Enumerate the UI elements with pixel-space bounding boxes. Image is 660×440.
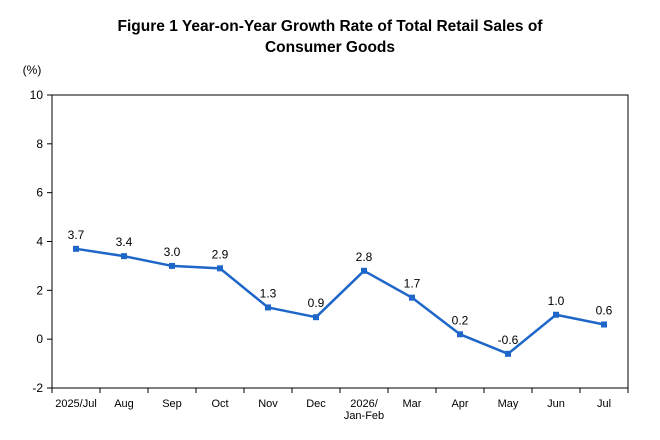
data-label: 3.7 [68, 228, 85, 242]
series-layer: 3.7 3.4 3.0 2.9 1.3 0.9 2.8 1.7 0.2 -0.6 1.0 0.6 [68, 228, 613, 357]
chart-title-line-2: Consumer Goods [265, 39, 395, 56]
x-tick-label: Sep [162, 398, 182, 410]
data-point-marker [169, 262, 175, 269]
data-point-marker [265, 304, 271, 311]
x-tick-label: 2025/Jul [55, 398, 97, 410]
data-label: 1.3 [260, 286, 277, 300]
data-label: 1.0 [548, 294, 565, 308]
x-tick-label: Jan-Feb [344, 410, 384, 422]
x-tick-label: Jun [547, 398, 565, 410]
data-point-marker [361, 267, 367, 274]
data-label: -0.6 [498, 333, 519, 347]
x-tick-label: Oct [211, 398, 228, 410]
data-point-marker [73, 245, 79, 252]
y-tick-label: 6 [36, 186, 43, 200]
x-tick-label: Mar [403, 398, 422, 410]
y-axis-unit-label: (%) [23, 63, 42, 77]
data-label: 0.9 [308, 296, 325, 310]
data-point-marker [457, 331, 463, 338]
y-tick-label: -2 [32, 381, 43, 395]
data-label: 2.8 [356, 250, 373, 264]
data-label: 3.0 [164, 245, 181, 259]
data-label: 1.7 [404, 277, 421, 291]
data-point-marker [217, 265, 223, 272]
data-point-marker [409, 294, 415, 301]
y-axis: -2 0 2 4 6 8 10 [30, 88, 52, 395]
x-tick-label: Apr [451, 398, 468, 410]
data-point-marker [121, 253, 127, 260]
x-tick-label: May [498, 398, 519, 410]
y-tick-label: 10 [30, 88, 44, 102]
y-tick-label: 0 [36, 332, 43, 346]
data-point-marker [505, 350, 511, 357]
x-tick-label: Dec [306, 398, 326, 410]
series-line [75, 247, 605, 356]
data-point-marker [553, 311, 559, 318]
x-tick-label: 2026/ [350, 398, 378, 410]
chart-title-line-1: Figure 1 Year-on-Year Growth Rate of Tot… [118, 18, 544, 35]
y-tick-label: 2 [36, 283, 43, 297]
plot-area-border [51, 94, 629, 389]
data-label: 3.4 [116, 235, 133, 249]
y-tick-label: 4 [36, 235, 43, 249]
x-tick-label: Jul [597, 398, 611, 410]
data-label: 0.2 [452, 313, 469, 327]
data-label: 2.9 [212, 247, 229, 261]
x-tick-label: Nov [258, 398, 278, 410]
y-tick-label: 8 [36, 137, 43, 151]
x-axis: 2025/Jul Aug Sep Oct Nov Dec 2026/Jan-Feb Mar Ap… [51, 388, 629, 422]
data-point-marker [601, 321, 607, 328]
chart-title: Figure 1 Year-on-Year Growth Rate of Tot… [118, 18, 544, 56]
data-point-marker [313, 314, 319, 321]
x-tick-label: Aug [114, 398, 134, 410]
data-label: 0.6 [596, 304, 613, 318]
